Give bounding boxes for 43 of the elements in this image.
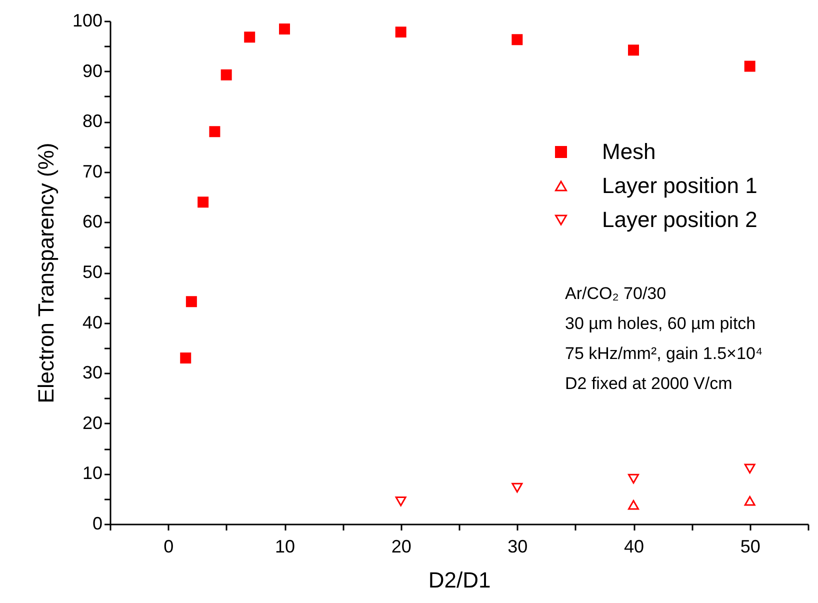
y-tick-label: 70 [82,161,102,182]
y-tick-label: 30 [82,362,102,383]
y-tick-label: 20 [82,412,102,433]
point [244,32,256,43]
y-tick-label: 60 [82,212,102,232]
point [744,496,756,506]
x-tick-label: 0 [164,536,174,556]
annotation: 30 µm holes, 60 µm pitch [565,314,756,333]
annotation: D2 fixed at 2000 V/cm [565,374,732,393]
point [395,496,406,506]
x-tick-label: 50 [740,536,760,556]
y-tick-label: 10 [82,463,102,484]
x-tick-label: 40 [624,536,644,556]
y-axis-title: Electron Transparency (%) [33,142,58,404]
point [279,24,290,35]
annotation: Ar/CO₂ 70/30 [565,284,666,303]
y-tick-label: 90 [82,60,102,81]
y-tick-label: 40 [82,312,102,332]
y-tick-label: 0 [92,514,102,534]
point [209,126,220,138]
point [628,474,639,484]
point [395,26,406,38]
x-tick-label: 30 [508,536,528,556]
y-tick-label: 100 [72,10,102,30]
y-tick-label: 50 [82,262,102,282]
point [628,500,639,510]
legend-label: Mesh [602,139,656,164]
y-tick-label: 80 [82,111,102,132]
annotation: 75 kHz/mm², gain 1.5×10⁴ [565,344,763,363]
point [198,196,209,208]
point [220,69,232,80]
point [180,352,192,364]
x-tick-label: 20 [391,536,412,556]
point [744,464,756,474]
x-axis-title: D2/D1 [428,568,491,592]
point [512,482,523,493]
x-tick-label: 10 [274,536,296,556]
legend-label: Layer position 2 [602,207,758,232]
point [628,44,639,56]
point [186,296,197,308]
point [512,34,523,46]
point [744,60,756,72]
legend-label: Layer position 1 [602,173,758,198]
